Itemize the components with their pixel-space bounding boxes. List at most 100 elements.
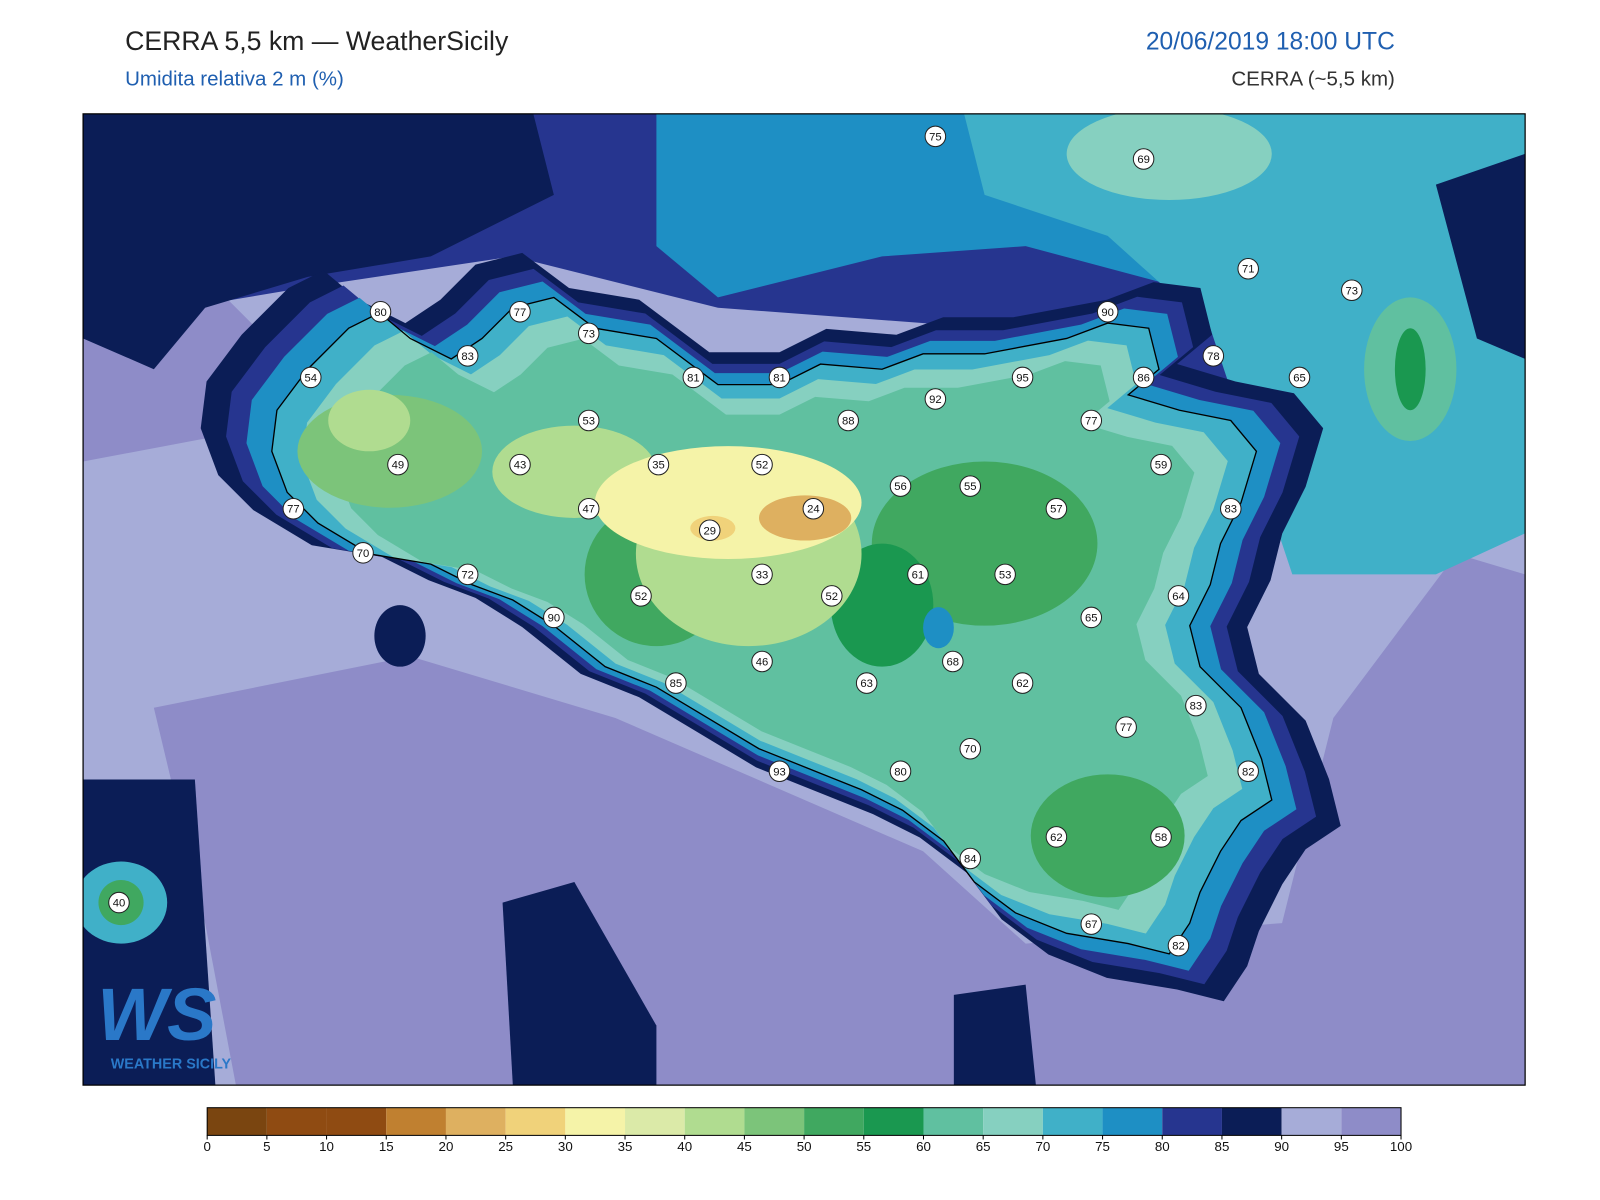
station-marker xyxy=(352,542,374,564)
map-frame xyxy=(82,113,1526,1086)
colorbar-tick-label: 20 xyxy=(439,1139,454,1154)
colorbar-segment xyxy=(266,1107,327,1136)
station-marker xyxy=(577,322,600,345)
colorbar-tick-label: 0 xyxy=(203,1139,210,1154)
colorbar-segment xyxy=(445,1107,506,1136)
station-marker xyxy=(942,650,964,673)
station-value: 80 xyxy=(894,766,907,778)
station-value: 73 xyxy=(1346,285,1359,297)
station-marker xyxy=(1011,366,1034,389)
sea-band xyxy=(953,984,1036,1086)
model: CERRA (~5,5 km) xyxy=(1231,67,1394,90)
colorbar-segment xyxy=(625,1107,685,1136)
station-value: 58 xyxy=(1155,832,1168,844)
station-marker xyxy=(768,760,791,783)
station: 62 xyxy=(1011,672,1034,694)
colorbar-segment xyxy=(386,1107,446,1136)
station: 29 xyxy=(698,519,721,542)
station-value: 71 xyxy=(1242,264,1255,276)
station-value: 81 xyxy=(687,372,700,384)
colorbar-segment xyxy=(1102,1107,1163,1136)
station-value: 53 xyxy=(582,416,595,428)
map: 75 69 71 73 80 77 73 90 83 78 54 81 81 95 86 65 92 53 88 77… xyxy=(83,113,1526,1086)
station-marker xyxy=(1096,301,1119,323)
colorbar-segment xyxy=(1162,1107,1222,1136)
station-value: 65 xyxy=(1085,612,1098,624)
colorbar-segment xyxy=(804,1107,864,1136)
station-value: 88 xyxy=(842,416,855,428)
station-marker xyxy=(1115,716,1137,738)
station: 75 xyxy=(924,125,947,148)
station: 86 xyxy=(1132,366,1155,389)
station-marker xyxy=(751,563,773,586)
colorbar-segment xyxy=(923,1107,984,1136)
station-value: 83 xyxy=(1225,504,1238,516)
station: 54 xyxy=(299,366,322,389)
colorbar-segment xyxy=(1042,1107,1103,1136)
station-value: 56 xyxy=(894,481,907,493)
station-marker xyxy=(577,497,600,520)
station-value: 69 xyxy=(1137,154,1150,166)
station-marker xyxy=(1202,345,1225,367)
colorbar-tick-label: 85 xyxy=(1215,1139,1230,1154)
station: 70 xyxy=(959,737,982,760)
station-marker xyxy=(959,737,982,760)
station: 55 xyxy=(959,475,982,497)
colorbar-tick-label: 90 xyxy=(1274,1139,1289,1154)
station-marker xyxy=(647,453,670,476)
colorbar-tick-label: 15 xyxy=(379,1139,394,1154)
station: 65 xyxy=(1080,606,1103,629)
station-marker xyxy=(1011,672,1034,694)
station-value: 54 xyxy=(305,372,318,384)
station: 59 xyxy=(1150,453,1172,476)
station-marker xyxy=(387,453,409,476)
station: 82 xyxy=(1167,934,1190,957)
station: 49 xyxy=(387,453,409,476)
colorbar-segment xyxy=(744,1107,805,1136)
station-marker xyxy=(108,891,130,914)
colorbar-tick-label: 10 xyxy=(319,1139,334,1154)
station: 63 xyxy=(855,672,878,694)
station: 84 xyxy=(959,847,982,870)
logo-mark: WS xyxy=(97,973,216,1056)
station-value: 83 xyxy=(461,351,474,363)
station: 70 xyxy=(352,542,374,564)
station-marker xyxy=(369,301,392,323)
station: 82 xyxy=(1237,760,1259,783)
humidity-band xyxy=(758,495,852,541)
station-marker xyxy=(1080,409,1103,432)
station: 35 xyxy=(647,453,670,476)
station-marker xyxy=(1220,497,1242,520)
station: 90 xyxy=(543,606,565,629)
colorbar-tick-label: 100 xyxy=(1390,1139,1412,1154)
station-marker xyxy=(802,497,825,520)
station-value: 35 xyxy=(652,460,665,472)
station: 72 xyxy=(456,563,479,586)
station-value: 77 xyxy=(514,307,527,319)
station-value: 81 xyxy=(773,372,786,384)
sea-band xyxy=(1435,153,1526,359)
station: 46 xyxy=(751,650,773,673)
station-value: 64 xyxy=(1172,591,1185,603)
station-marker xyxy=(1341,279,1363,302)
station: 56 xyxy=(889,475,912,497)
colorbar-segment xyxy=(1221,1107,1282,1136)
station-value: 68 xyxy=(947,657,960,669)
station-value: 59 xyxy=(1155,460,1168,472)
colorbar: 0 5 10 15 20 25 30 35 40 45 50 55 60 65 70 75 80 85 90 95 10… xyxy=(203,1107,1412,1154)
station: 53 xyxy=(994,563,1016,586)
station-marker xyxy=(299,366,322,389)
station-marker xyxy=(456,563,479,586)
station-marker xyxy=(1132,148,1155,170)
station: 65 xyxy=(1288,366,1311,389)
station-value: 52 xyxy=(635,591,648,603)
station-marker xyxy=(1080,913,1103,935)
sea-band xyxy=(1394,328,1426,411)
humidity-band xyxy=(328,389,411,452)
station-value: 65 xyxy=(1293,372,1306,384)
station: 71 xyxy=(1237,257,1259,280)
station-marker xyxy=(1237,257,1259,280)
station-marker xyxy=(1167,585,1190,607)
station: 81 xyxy=(682,366,705,389)
colorbar-segment xyxy=(565,1107,626,1136)
